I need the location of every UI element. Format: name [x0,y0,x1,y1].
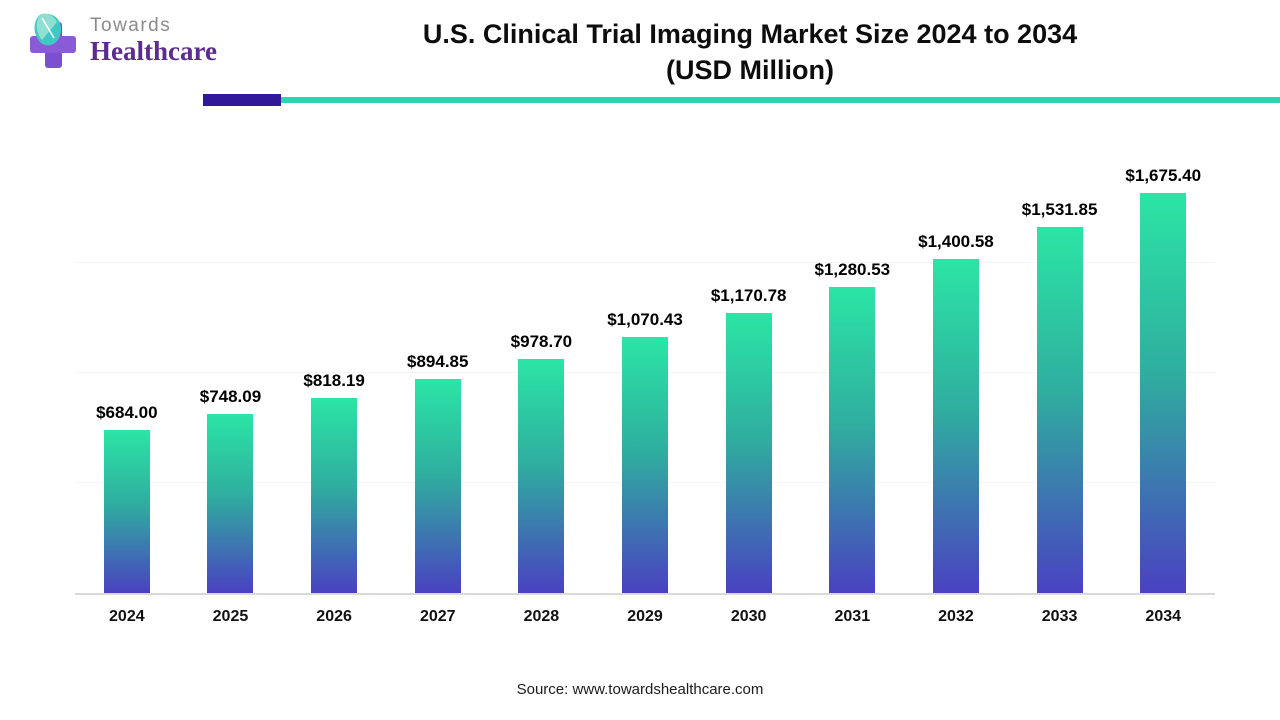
plot-area: $684.00 $748.09 $818.19 $894.85 $978.70 $1,07… [75,150,1215,595]
bar-value-label: $1,070.43 [607,310,683,329]
source-attribution: Source: www.towardshealthcare.com [516,681,764,698]
bar-column: $978.70 [490,332,594,593]
x-axis-label: 2034 [1145,608,1182,625]
bar [932,259,979,593]
bar-value-label: $1,531.85 [1021,200,1098,219]
x-axis-label: 2032 [938,608,974,625]
bar-value-label: $1,280.53 [814,260,891,279]
bar-value-label: $748.09 [199,387,262,406]
x-axis-label: 2024 [109,608,145,625]
x-axis-label: 2031 [834,608,871,625]
towards-healthcare-logo: Towards Healthcare [26,12,217,70]
bar [103,430,150,593]
bar-value-label: $978.70 [510,332,573,351]
bar-value-label: $1,675.40 [1125,166,1202,185]
chart-title-line2: (USD Million) [666,55,834,86]
header: Towards Healthcare U.S. Clinical Trial I… [0,0,1280,94]
x-axis-label: 2030 [730,608,767,625]
bar [829,287,876,593]
bar-chart: $684.00 $748.09 $818.19 $894.85 $978.70 $1,07… [75,150,1215,626]
bar [518,359,565,593]
bar-column: $1,070.43 [593,310,697,593]
bar-column: $1,170.78 [697,286,801,593]
bar-column: $1,531.85 [1008,200,1112,593]
logo-cross-leaf-icon [30,13,76,68]
x-axis-label: 2033 [1041,608,1078,625]
x-axis-label: 2025 [212,608,249,625]
divider-teal-segment [281,97,1280,103]
bar-value-label: $894.85 [407,352,469,371]
bar [311,398,358,593]
chart-title-line1: U.S. Clinical Trial Imaging Market Size … [422,19,1078,49]
bar-value-label: $1,400.58 [918,232,994,251]
bar-column: $1,675.40 [1111,166,1215,593]
bar [207,414,254,593]
logo-text-healthcare: Healthcare [90,35,217,66]
bar [1140,193,1187,593]
header-divider [0,94,1280,108]
bar [414,379,461,593]
x-axis-label: 2027 [419,608,456,625]
bar-value-label: $818.19 [303,371,365,390]
bar-column: $748.09 [179,387,283,593]
divider-purple-segment [203,94,281,106]
gridline [75,262,1215,263]
logo-text: Towards Healthcare [90,14,217,67]
bar-column: $1,280.53 [800,260,904,593]
x-axis-label: 2028 [523,608,560,625]
logo-text-towards: Towards [90,14,172,36]
bar [1036,227,1083,593]
bar-value-label: $684.00 [96,403,158,422]
x-axis: 2024 2025 2026 2027 2028 2029 2030 2031 2032 2033… [75,595,1215,626]
bar [725,313,772,593]
bar-column: $818.19 [282,371,386,593]
x-axis-label: 2026 [316,608,352,625]
chart-title: U.S. Clinical Trial Imaging Market Size … [230,0,1270,89]
x-axis-label: 2029 [627,608,663,625]
bar-column: $894.85 [386,352,490,593]
bar [622,337,669,593]
bar-column: $684.00 [75,403,179,593]
bar-value-label: $1,170.78 [710,286,787,305]
bar-column: $1,400.58 [904,232,1008,593]
